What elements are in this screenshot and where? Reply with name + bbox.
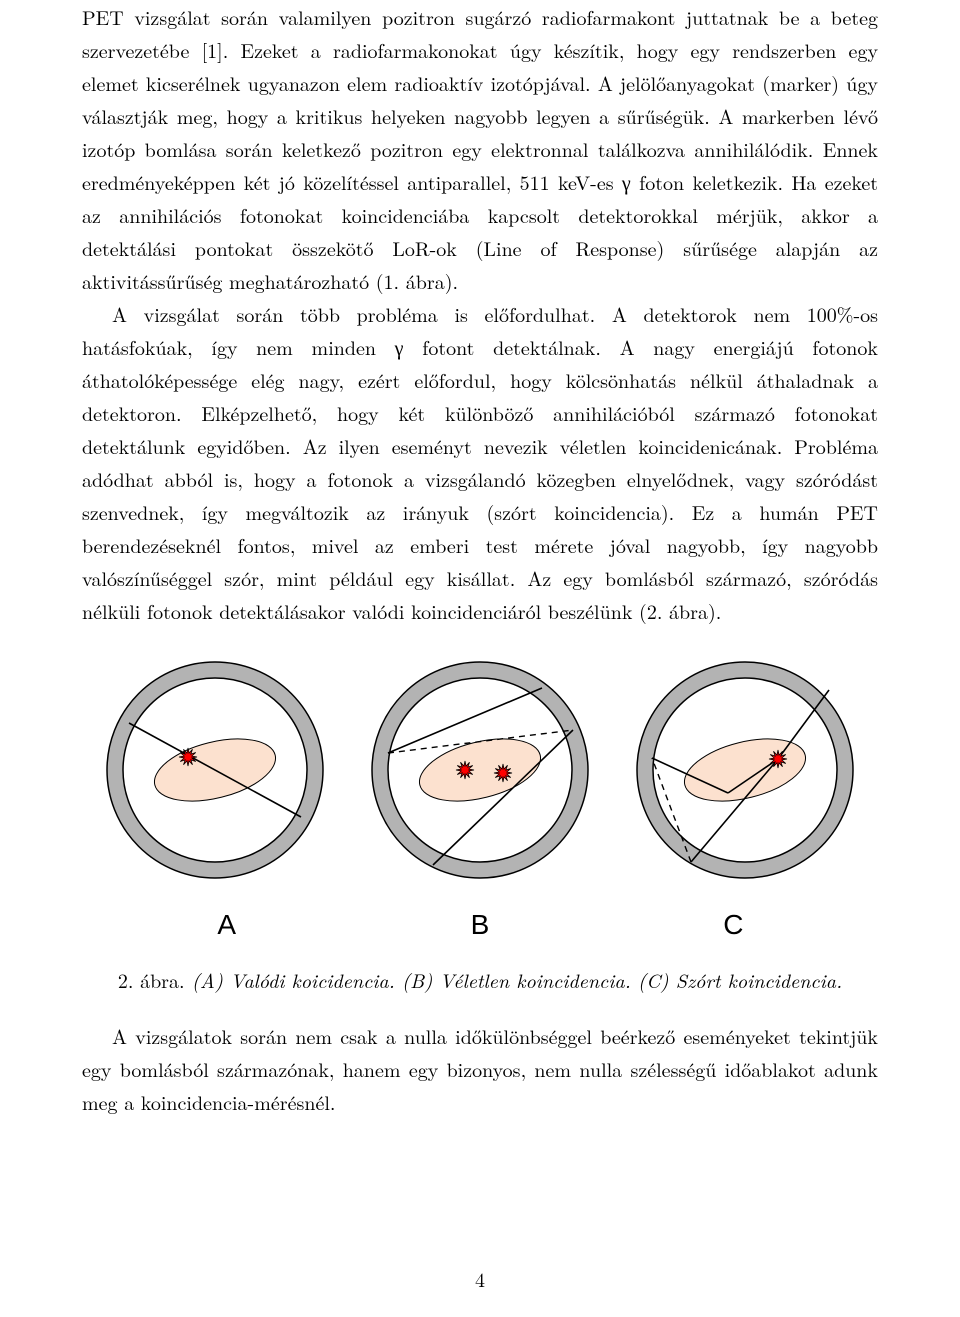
page-number: 4 [0,1264,960,1293]
paragraph-1: PET vizsgálat során valamilyen pozitron … [82,0,878,297]
paragraph-2: A vizsgálat során több probléma is előfo… [82,297,878,627]
figure-2-row [100,655,860,885]
figure-2-label-c: C [608,909,859,941]
figure-2-caption-lead: 2. ábra. [118,965,185,994]
paragraph-3: A vizsgálatok során nem csak a nulla idő… [82,1019,878,1118]
figure-2: A B C 2. ábra. (A) Valódi koicidencia. (… [100,655,860,995]
figure-2-panel-a [100,655,330,885]
figure-2-labels: A B C [100,909,860,941]
figure-2-caption: 2. ábra. (A) Valódi koicidencia. (B) Vél… [100,965,860,995]
page: PET vizsgálat során valamilyen pozitron … [0,0,960,1317]
figure-2-panel-b [365,655,595,885]
figure-2-label-b: B [355,909,606,941]
figure-2-caption-body: (A) Valódi koicidencia. (B) Véletlen koi… [185,965,843,994]
figure-2-panel-c [630,655,860,885]
figure-2-label-a: A [101,909,352,941]
